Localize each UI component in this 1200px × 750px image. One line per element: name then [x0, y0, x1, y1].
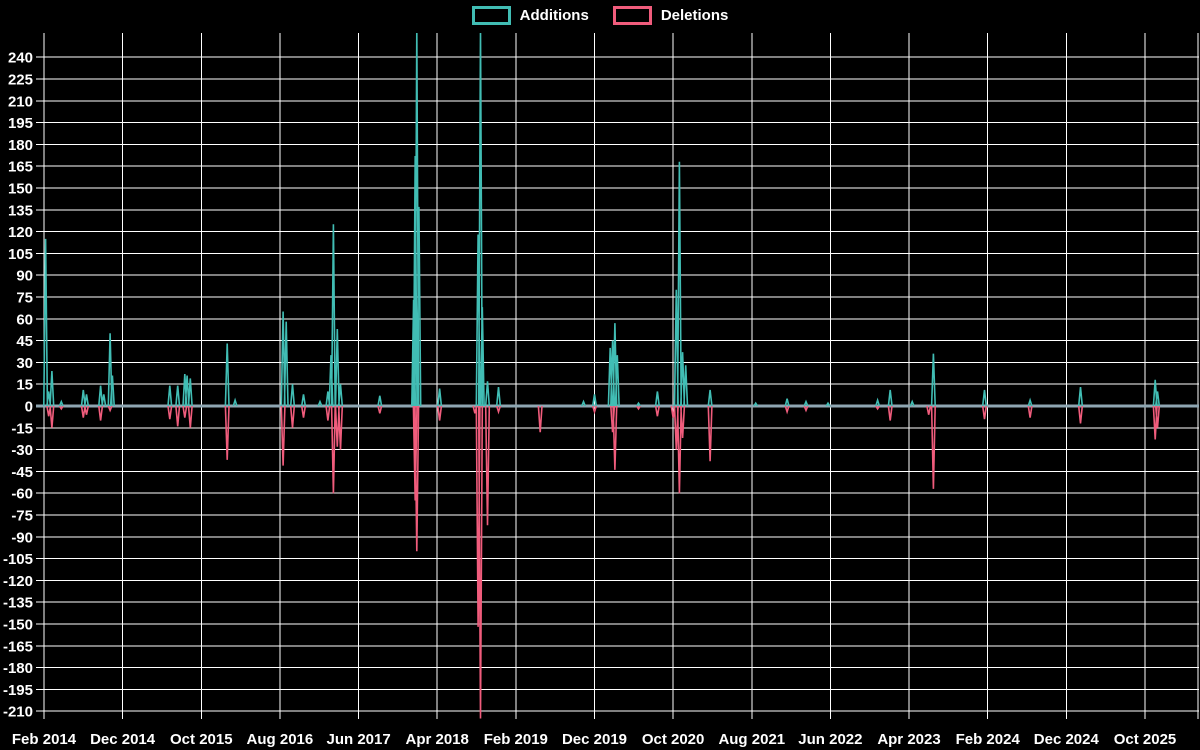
y-axis-tick-label: 150 — [8, 181, 33, 198]
y-axis-tick-label: -135 — [3, 595, 33, 612]
y-axis-tick-label: 135 — [8, 202, 33, 219]
y-axis-tick-label: 75 — [16, 290, 33, 307]
y-axis-tick-label: -210 — [3, 704, 33, 721]
y-axis-tick-label: -120 — [3, 573, 33, 590]
y-axis-tick-label: 0 — [25, 399, 33, 416]
y-axis-tick-label: 30 — [16, 355, 33, 372]
x-axis-tick-label: Dec 2014 — [90, 731, 156, 748]
x-axis-labels: Feb 2014 Dec 2014 Oct 2015 Aug 2016 Jun 2017… — [12, 731, 1176, 748]
x-axis-tick-label: Dec 2024 — [1034, 731, 1100, 748]
x-axis-tick-label: Aug 2016 — [247, 731, 314, 748]
x-axis-tick-label: Dec 2019 — [562, 731, 627, 748]
vertical-gridlines — [43, 33, 1199, 719]
y-axis-tick-label: 165 — [8, 159, 33, 176]
y-axis-tick-label: -105 — [3, 551, 33, 568]
deletions-series — [46, 405, 1161, 719]
x-axis-tick-label: Aug 2021 — [718, 731, 785, 748]
y-axis-tick-label: 210 — [8, 93, 33, 110]
y-axis-tick-label: -45 — [11, 464, 33, 481]
x-axis-tick-label: Apr 2018 — [406, 731, 469, 748]
y-axis-tick-label: -60 — [11, 486, 33, 503]
legend-item-additions: Additions — [471, 6, 589, 25]
y-axis-tick-label: 240 — [8, 50, 33, 67]
y-axis-tick-label: -90 — [11, 529, 33, 546]
chart-legend: Additions Deletions — [0, 6, 1200, 25]
additions-legend-label: Additions — [519, 7, 589, 24]
y-axis-tick-label: -30 — [11, 442, 33, 459]
y-axis-tick-label: -75 — [11, 508, 33, 525]
x-axis-tick-label: Apr 2023 — [877, 731, 940, 748]
y-axis-tick-label: -195 — [3, 682, 33, 699]
y-axis-tick-label: 15 — [16, 377, 33, 394]
y-axis-labels: 2402252101951801651501351201059075604530… — [3, 50, 33, 721]
x-axis-tick-label: Jun 2017 — [326, 731, 390, 748]
y-axis-tick-label: -150 — [3, 617, 33, 634]
y-axis-tick-label: 60 — [16, 311, 33, 328]
y-axis-tick-label: -15 — [11, 420, 33, 437]
y-axis-tick-label: 180 — [8, 137, 33, 154]
additions-swatch-icon — [471, 6, 511, 25]
y-axis-tick-label: -165 — [3, 638, 33, 655]
x-axis-tick-label: Feb 2019 — [484, 731, 548, 748]
y-axis-tick-label: 195 — [8, 115, 33, 132]
deletions-swatch-icon — [612, 6, 652, 25]
y-axis-tick-label: 105 — [8, 246, 33, 263]
y-axis-tick-label: 120 — [8, 224, 33, 241]
x-axis-tick-label: Oct 2020 — [642, 731, 705, 748]
y-axis-tick-label: -180 — [3, 660, 33, 677]
x-axis-tick-label: Jun 2022 — [798, 731, 862, 748]
legend-item-deletions: Deletions — [612, 6, 729, 25]
x-axis-tick-label: Feb 2024 — [956, 731, 1021, 748]
x-axis-tick-label: Feb 2014 — [12, 731, 77, 748]
x-axis-tick-label: Oct 2015 — [170, 731, 233, 748]
horizontal-gridlines — [36, 56, 1199, 712]
y-axis-tick-label: 45 — [16, 333, 33, 350]
deletions-legend-label: Deletions — [660, 7, 729, 24]
y-axis-tick-label: 90 — [16, 268, 33, 285]
x-axis-tick-label: Oct 2025 — [1114, 731, 1177, 748]
additions-series — [43, 33, 1161, 407]
y-axis-tick-label: 225 — [8, 72, 33, 89]
